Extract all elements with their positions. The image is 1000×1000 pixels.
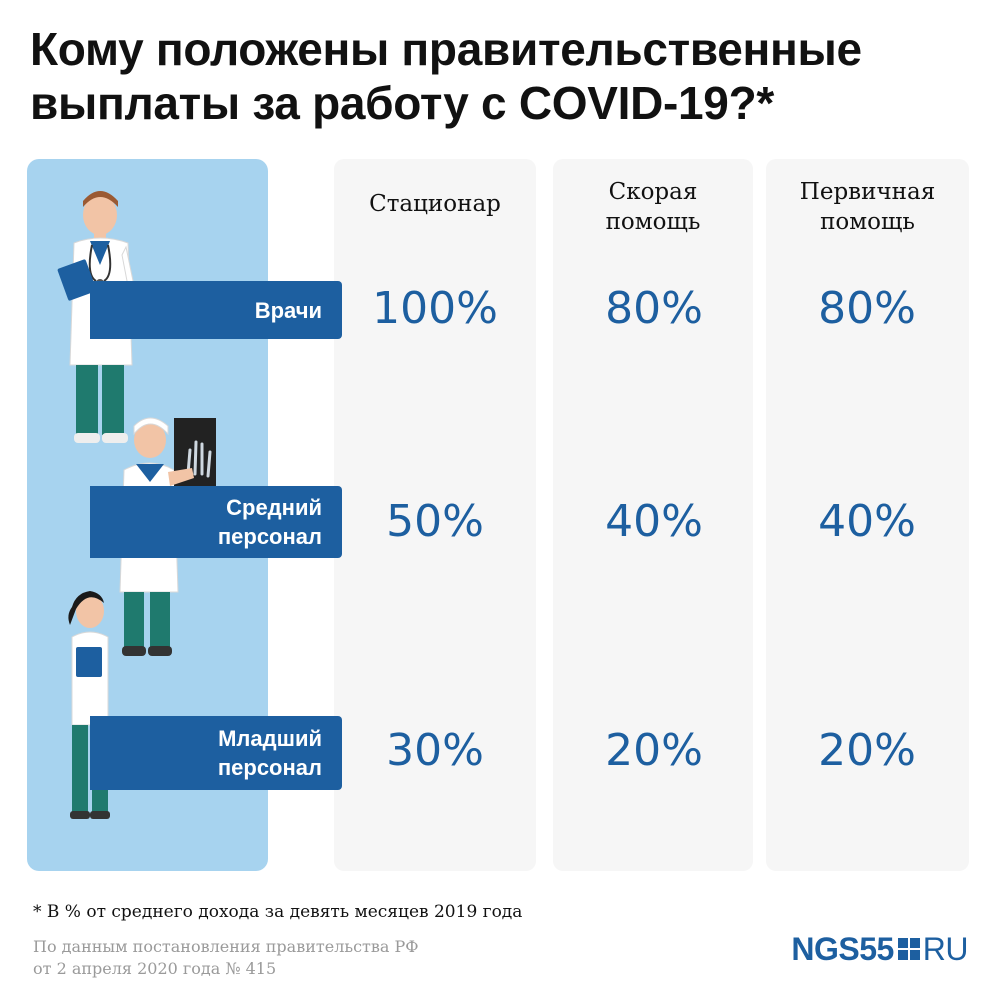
ngs55-logo[interactable]: NGS55 RU — [791, 929, 968, 969]
title-line-1: Кому положены правительственные — [30, 23, 862, 75]
column-primary-care: Первичная помощь — [766, 159, 969, 871]
logo-box-icon — [897, 938, 920, 960]
value-junior-ambulance: 20% — [605, 725, 703, 776]
column-header-primary-care: Первичная помощь — [799, 179, 936, 235]
value-doctors-ambulance: 80% — [605, 283, 703, 334]
column-ambulance: Скорая помощь — [553, 159, 753, 871]
value-mid-primary: 40% — [818, 496, 916, 547]
column-hospital: Стационар — [334, 159, 536, 871]
column-header-ambulance: Скорая помощь — [605, 179, 701, 235]
column-header-hospital: Стационар — [369, 191, 501, 217]
logo-domain: RU — [922, 930, 969, 967]
logo-brand: NGS55 — [791, 930, 894, 967]
value-doctors-primary: 80% — [818, 283, 916, 334]
value-junior-hospital: 30% — [386, 725, 484, 776]
footnote: * В % от среднего дохода за девять месяц… — [33, 902, 523, 922]
value-junior-primary: 20% — [818, 725, 916, 776]
title-line-2: выплаты за работу с COVID-19?* — [30, 77, 774, 129]
row-label-doctors: Врачи — [90, 281, 342, 339]
page-title: Кому положены правительственные выплаты … — [30, 22, 970, 130]
row-label-mid-staff: Средний персонал — [90, 486, 342, 558]
row-label-junior-staff: Младший персонал — [90, 716, 342, 790]
value-mid-ambulance: 40% — [605, 496, 703, 547]
source-note: По данным постановления правительства РФ… — [33, 937, 419, 978]
value-doctors-hospital: 100% — [372, 283, 498, 334]
value-mid-hospital: 50% — [386, 496, 484, 547]
